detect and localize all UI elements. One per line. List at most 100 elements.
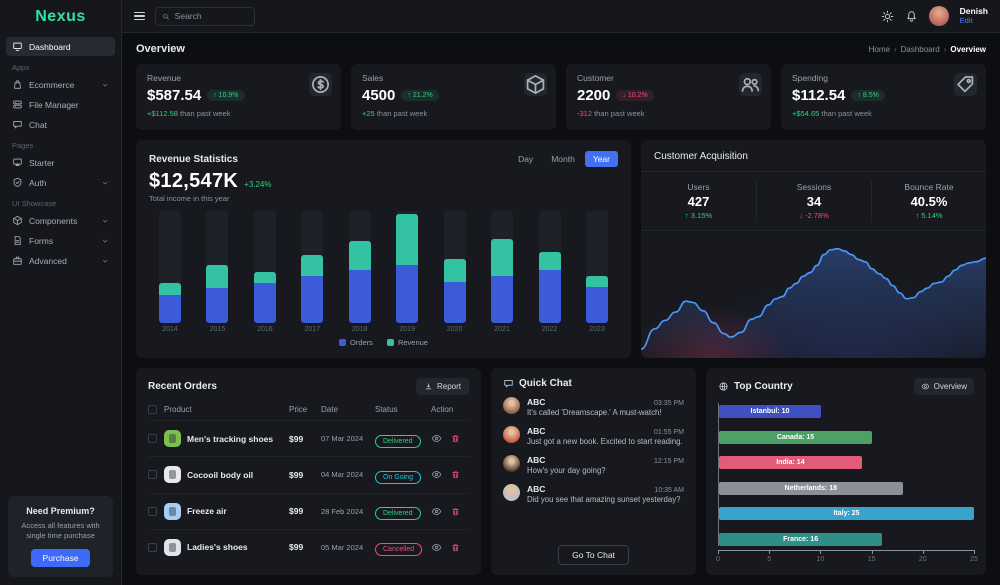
bar-track: [443, 211, 466, 323]
stat-sub-text: +$112.58 than past week: [147, 109, 231, 118]
orders-segment: [159, 295, 181, 323]
forms-icon: [12, 235, 23, 246]
chevron-down-icon: [101, 81, 109, 89]
report-button[interactable]: Report: [415, 378, 469, 395]
sidebar-item-forms[interactable]: Forms: [6, 231, 115, 250]
revenue-bar-chart: 2014 2015 2016 2017 2018 2019 2020 2021 2022 2023: [149, 203, 618, 333]
range-option-month[interactable]: Month: [551, 154, 575, 164]
search-box[interactable]: [155, 6, 255, 26]
legend-item-orders: Orders: [339, 338, 373, 347]
user-edit-link[interactable]: Edit: [959, 15, 973, 25]
ecommerce-icon: [12, 79, 23, 90]
sidebar-item-components[interactable]: Components: [6, 211, 115, 230]
bar-year-label: 2015: [209, 326, 226, 333]
bar-column-2016: 2016: [250, 211, 280, 333]
sidebar-nav: Dashboard Apps Ecommerce File Manager Chat Pa…: [0, 33, 121, 488]
bar-track: [253, 211, 276, 323]
view-icon[interactable]: [431, 542, 442, 553]
breadcrumb-item[interactable]: Home: [868, 44, 890, 54]
bar-column-2023: 2023: [582, 211, 612, 333]
premium-title: Need Premium?: [26, 505, 95, 516]
chat-sender-name: ABC: [527, 455, 546, 466]
revenue-segment: [585, 275, 608, 288]
sidebar-item-label: Auth: [29, 177, 47, 188]
range-option-year[interactable]: Year: [584, 151, 618, 167]
stat-value: $112.54: [792, 87, 846, 104]
axis-tick-label: 10: [816, 556, 825, 563]
row-checkbox[interactable]: [148, 542, 157, 552]
stat-delta-badge: ↓ 10.2%: [616, 90, 654, 101]
range-option-day[interactable]: Day: [518, 154, 534, 164]
chevron-down-icon: [101, 217, 109, 225]
stat-card-spending: Spending $112.54 ↑ 8.5% +$54.65 than past w…: [781, 64, 986, 130]
user-avatar[interactable]: [928, 6, 949, 26]
trash-icon[interactable]: [450, 542, 461, 553]
table-row: Men's tracking shoes $99 07 Mar 2024 Delive…: [148, 420, 469, 456]
recent-orders-title: Recent Orders: [148, 381, 217, 392]
chat-message: ABC 12:15 PM How's your day going?: [503, 455, 684, 476]
overview-button[interactable]: Overview: [913, 378, 974, 395]
view-icon[interactable]: [431, 469, 442, 480]
revenue-segment: [301, 254, 324, 276]
stat-value: $587.54: [147, 87, 202, 104]
menu-toggle-icon[interactable]: [134, 11, 145, 21]
chat-timestamp: 01:55 PM: [654, 429, 684, 437]
metric-label: Sessions: [796, 182, 832, 192]
bar-year-label: 2023: [589, 326, 605, 333]
user-menu[interactable]: Denish Edit: [959, 5, 988, 25]
chat-timestamp: 03:35 PM: [654, 400, 684, 407]
sidebar-item-file-manager[interactable]: File Manager: [6, 95, 115, 114]
breadcrumb-item[interactable]: Dashboard: [900, 44, 940, 54]
revenue-segment: [253, 271, 276, 283]
sidebar-item-label: Dashboard: [29, 41, 71, 52]
sidebar-item-advanced[interactable]: Advanced: [6, 251, 115, 270]
bar-track: [206, 211, 229, 323]
view-icon[interactable]: [431, 433, 442, 444]
row-checkbox[interactable]: [148, 506, 157, 516]
chat-text: How's your day going?: [527, 466, 606, 476]
users-icon: [739, 73, 762, 96]
components-icon: [12, 215, 23, 226]
trash-icon[interactable]: [450, 433, 461, 444]
stat-value: 4500: [362, 87, 396, 104]
stat-sub-text: -312 than past week: [577, 109, 645, 118]
status-badge: On Going: [375, 470, 421, 484]
stat-delta-badge: ↑ 8.5%: [851, 90, 885, 101]
chat-avatar: [503, 426, 520, 444]
acquisition-area-chart: [641, 231, 986, 358]
sidebar-item-chat[interactable]: Chat: [6, 115, 115, 134]
metric-delta: ↑ 5.14%: [915, 211, 943, 220]
view-icon[interactable]: [431, 506, 442, 517]
country-bar: Istanbul: 10: [719, 405, 821, 418]
notifications-bell-icon[interactable]: [905, 10, 918, 23]
order-price: $99: [289, 542, 304, 553]
sidebar-item-ecommerce[interactable]: Ecommerce: [6, 75, 115, 94]
search-input[interactable]: [174, 11, 248, 21]
country-bar: Italy: 25: [719, 507, 974, 521]
chat-avatar: [503, 397, 520, 414]
user-name: Denish: [959, 5, 988, 16]
product-thumbnail: [164, 466, 181, 484]
stat-cards-row: Revenue $587.54 ↑ 10.9% +$112.58 than past …: [136, 64, 986, 130]
trash-icon[interactable]: [450, 469, 461, 480]
theme-toggle-icon[interactable]: [881, 10, 894, 23]
go-to-chat-button[interactable]: Go To Chat: [558, 545, 629, 565]
stat-label: Spending: [792, 73, 828, 83]
recent-orders-card: Recent Orders Report Product Price Date Sta…: [136, 368, 481, 575]
sidebar-item-label: Forms: [29, 235, 54, 246]
row-checkbox[interactable]: [148, 470, 157, 480]
revenue-total: $12,547K: [149, 170, 239, 192]
purchase-button[interactable]: Purchase: [30, 549, 91, 567]
row-checkbox[interactable]: [148, 434, 157, 444]
sidebar-item-dashboard[interactable]: Dashboard: [6, 37, 115, 56]
trash-icon[interactable]: [450, 506, 461, 517]
chat-message: ABC 01:55 PM Just got a new book. Excited …: [503, 426, 684, 447]
legend-item-revenue: Revenue: [386, 338, 428, 347]
sidebar-item-auth[interactable]: Auth: [6, 173, 115, 192]
sidebar-item-starter[interactable]: Starter: [6, 153, 115, 172]
sidebar: Nexus Dashboard Apps Ecommerce File Manager…: [0, 0, 122, 585]
chat-sender-name: ABC: [527, 426, 546, 437]
chat-text: Did you see that amazing sunset yesterda…: [527, 495, 681, 505]
page-title: Overview: [136, 43, 185, 55]
select-all-checkbox[interactable]: [148, 405, 157, 414]
